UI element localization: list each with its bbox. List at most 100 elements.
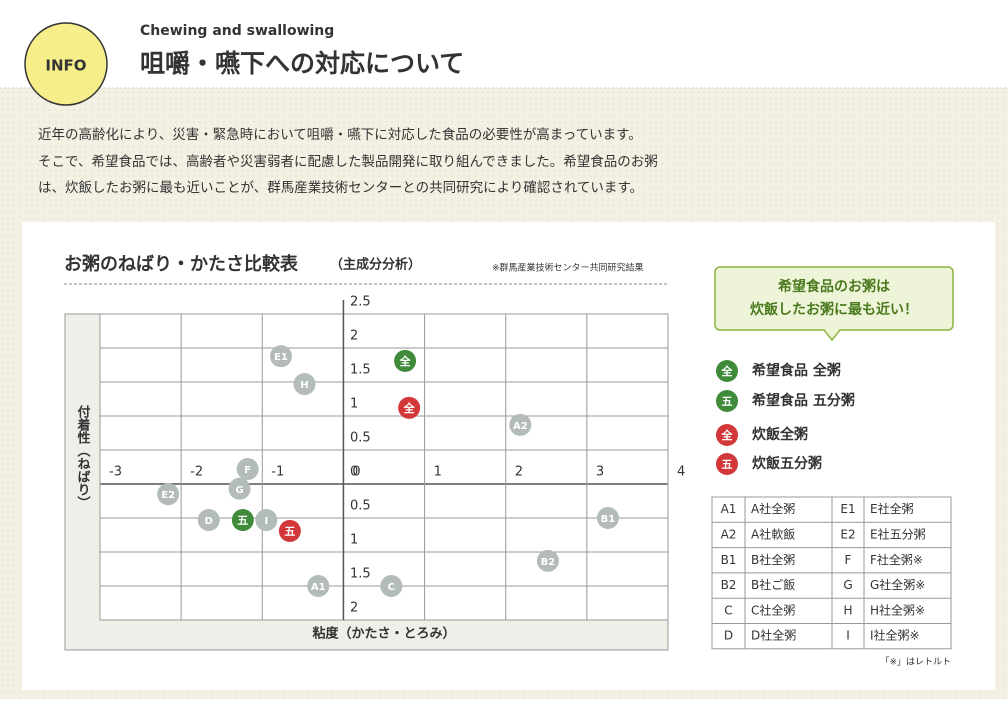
legend-swatch-text: 全 xyxy=(721,428,734,442)
y-tick-label: 1 xyxy=(350,397,358,412)
table-cell: F xyxy=(845,553,852,567)
table-cell: B1 xyxy=(721,553,737,567)
point xyxy=(157,483,180,506)
point-label: F xyxy=(244,465,251,476)
table-cell: B社全粥 xyxy=(751,552,795,567)
badge-text: INFO xyxy=(45,57,86,75)
table-cell: A2 xyxy=(721,527,737,541)
table-cell: A社全粥 xyxy=(751,501,795,516)
table-cell: F社全粥※ xyxy=(870,552,923,567)
badge xyxy=(24,22,108,106)
point-label: B2 xyxy=(541,557,556,568)
source-note: ※群馬産業技術センター共同研究結果 xyxy=(492,262,644,274)
chart-title: お粥のねばり・かたさ比較表 xyxy=(64,253,299,275)
table-cell: I社全粥※ xyxy=(870,628,920,643)
table-cell: D xyxy=(724,629,733,643)
legend-label: 炊飯全粥 xyxy=(752,426,808,443)
table-cell: E社全粥 xyxy=(870,501,914,516)
point-label: E1 xyxy=(274,352,288,363)
x-tick-label: 1 xyxy=(434,465,442,480)
point xyxy=(596,507,619,529)
legend-swatch-text: 全 xyxy=(721,364,734,378)
point xyxy=(394,349,417,372)
table-cell: A1 xyxy=(721,502,737,516)
legend-swatch-text: 五 xyxy=(722,395,733,408)
x-tick-label: 4 xyxy=(677,465,685,480)
plot-area xyxy=(99,313,669,621)
point-label: E2 xyxy=(161,490,175,501)
table-cell: D社全粥 xyxy=(751,628,796,643)
x-tick-label: -2 xyxy=(190,465,203,480)
legend-swatch xyxy=(716,453,738,475)
y-tick-label: 1.5 xyxy=(350,567,371,582)
y-tick-label: 0.5 xyxy=(350,431,371,446)
y-tick-label: 1 xyxy=(350,533,358,548)
y-axis-label: 付着性（ねばり） xyxy=(75,404,92,509)
intro-line: は、炊飯したお粥に最も近いことが、群馬産業技術センターとの共同研究により確認され… xyxy=(38,179,643,196)
callout xyxy=(714,266,954,342)
header-band xyxy=(0,0,1008,88)
y-tick-label: 2 xyxy=(350,329,358,344)
table-cell: H xyxy=(843,603,852,617)
x-tick-label: -3 xyxy=(109,465,122,480)
point xyxy=(228,477,251,500)
legend-label: 炊飯五分粥 xyxy=(752,455,822,472)
table-cell: E2 xyxy=(840,527,855,541)
point-label: G xyxy=(235,485,243,496)
point xyxy=(293,373,316,396)
table-cell: H社全粥※ xyxy=(870,602,925,617)
point-label: B1 xyxy=(601,514,616,525)
point-label: A1 xyxy=(311,582,326,593)
point xyxy=(255,509,278,532)
point xyxy=(197,509,220,532)
y-tick-label: 0.5 xyxy=(350,499,371,514)
table-note: 「※」はレトルト xyxy=(880,657,951,668)
point xyxy=(536,549,559,572)
table-cell: G xyxy=(843,578,852,592)
point xyxy=(307,575,330,597)
point xyxy=(236,458,259,481)
table-cell: G社全粥※ xyxy=(870,577,925,592)
intro-line: 近年の高齢化により、災害・緊急時において咀嚼・嚥下に対応した食品の必要性が高まっ… xyxy=(38,126,642,143)
table-cell: C xyxy=(724,603,732,617)
y-tick-label: 1.5 xyxy=(350,363,371,378)
callout-text: 炊飯したお粥に最も近い！ xyxy=(750,301,918,318)
legend-swatch xyxy=(716,424,738,446)
x-tick-label: 0 xyxy=(352,465,360,480)
point xyxy=(278,519,301,542)
x-axis-label: 粘度（かたさ・とろみ） xyxy=(311,626,455,642)
table-cell: A社軟飯 xyxy=(751,526,795,541)
point-label: C xyxy=(388,582,395,593)
intro-line: そこで、希望食品では、高齢者や災害弱者に配慮した製品開発に取り組んできました。希… xyxy=(38,153,658,170)
table-cell: E1 xyxy=(840,502,855,516)
subtitle: Chewing and swallowing xyxy=(140,23,334,39)
legend-swatch xyxy=(716,390,738,412)
legend-swatch xyxy=(716,360,738,382)
y-tick-label: 2.5 xyxy=(350,295,371,310)
table-cell: E社五分粥 xyxy=(870,526,926,541)
legend-label: 希望食品 全粥 xyxy=(752,362,841,379)
x-tick-label: 3 xyxy=(596,465,604,480)
point xyxy=(380,575,403,597)
point xyxy=(231,509,254,532)
table-cell: I xyxy=(846,629,850,643)
point-label: 全 xyxy=(399,354,412,368)
table-cell: C社全粥 xyxy=(751,602,795,617)
callout-text: 希望食品のお粥は xyxy=(778,278,890,295)
x-tick-label: -1 xyxy=(271,465,284,480)
title: 咀嚼・嚥下への対応について xyxy=(140,49,464,78)
point-label: 全 xyxy=(403,401,416,415)
x-tick-label: 2 xyxy=(515,465,523,480)
point-label: H xyxy=(300,380,308,391)
point-label: A2 xyxy=(513,421,528,432)
point-label: 五 xyxy=(237,514,248,527)
point-label: I xyxy=(264,516,268,527)
point xyxy=(509,413,532,436)
point xyxy=(398,396,421,419)
legend-label: 希望食品 五分粥 xyxy=(752,392,855,409)
point xyxy=(269,345,292,368)
chart-title-suffix: （主成分分析） xyxy=(330,257,421,273)
point-label: D xyxy=(205,516,213,527)
y-tick-label: 2 xyxy=(350,601,358,616)
